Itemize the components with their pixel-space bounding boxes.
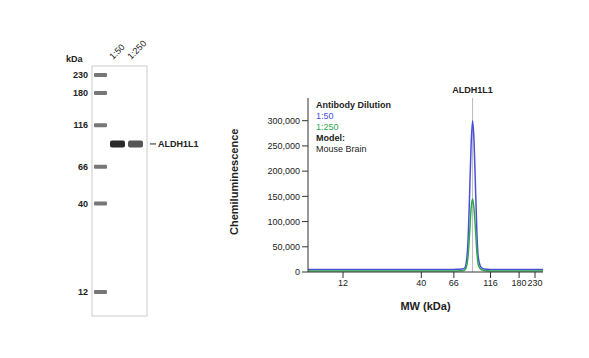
svg-text:230: 230	[73, 70, 88, 80]
svg-text:116: 116	[73, 120, 88, 130]
svg-text:12: 12	[78, 287, 88, 297]
svg-text:150,000: 150,000	[267, 192, 300, 202]
svg-text:66: 66	[78, 162, 88, 172]
svg-text:180: 180	[512, 278, 527, 288]
svg-text:100,000: 100,000	[267, 217, 300, 227]
svg-text:230: 230	[528, 278, 543, 288]
svg-text:Chemiluminescence: Chemiluminescence	[228, 129, 240, 235]
svg-text:200,000: 200,000	[267, 166, 300, 176]
svg-text:0: 0	[295, 267, 300, 277]
svg-text:250,000: 250,000	[267, 141, 300, 151]
svg-text:40: 40	[78, 199, 88, 209]
svg-text:66: 66	[449, 278, 459, 288]
svg-text:116: 116	[483, 278, 497, 288]
svg-text:12: 12	[338, 278, 348, 288]
svg-text:kDa: kDa	[66, 54, 84, 64]
svg-text:1:250: 1:250	[125, 38, 148, 61]
svg-text:300,000: 300,000	[267, 116, 300, 126]
svg-text:180: 180	[73, 88, 88, 98]
svg-text:1:50: 1:50	[107, 42, 126, 61]
svg-text:MW (kDa): MW (kDa)	[400, 300, 450, 312]
svg-text:50,000: 50,000	[272, 242, 300, 252]
svg-text:40: 40	[416, 278, 426, 288]
html-text:Antibody Dilution: Antibody Dilution	[316, 100, 391, 110]
html-text:Mouse Brain: Mouse Brain	[316, 144, 367, 154]
html-text:Model:: Model:	[316, 133, 345, 143]
svg-text:ALDH1L1: ALDH1L1	[452, 85, 493, 95]
html-text:1:250: 1:250	[316, 122, 339, 132]
html-text:1:50: 1:50	[316, 111, 334, 121]
svg-text:ALDH1L1: ALDH1L1	[158, 139, 199, 149]
